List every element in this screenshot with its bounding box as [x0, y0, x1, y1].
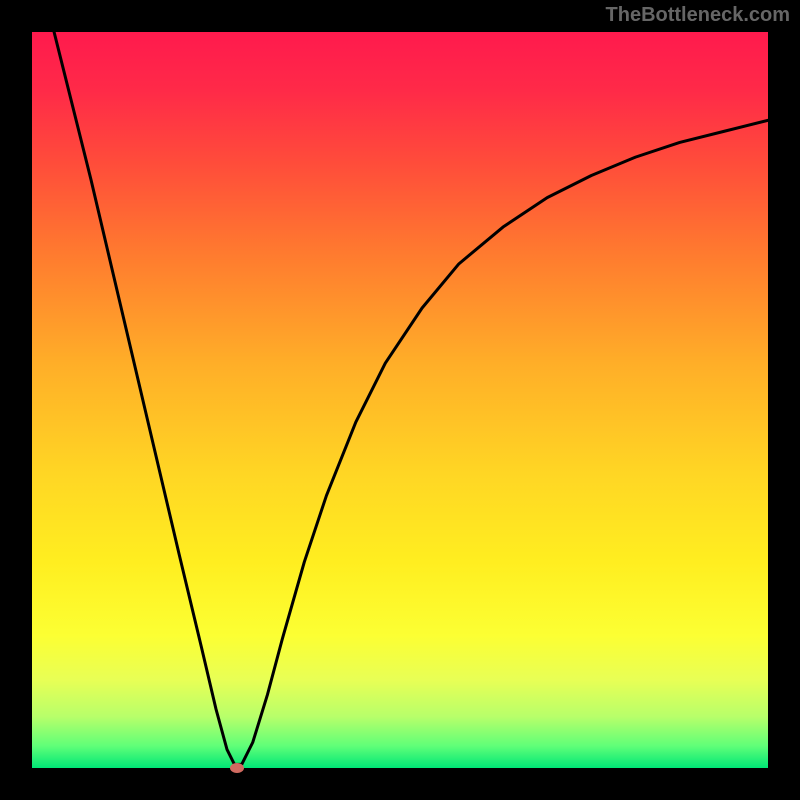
- curve-svg: [32, 32, 768, 768]
- plot-area: [32, 32, 768, 768]
- watermark-text: TheBottleneck.com: [606, 4, 790, 27]
- minimum-marker: [230, 763, 244, 773]
- chart-canvas: TheBottleneck.com: [0, 0, 800, 800]
- bottleneck-curve: [54, 32, 768, 764]
